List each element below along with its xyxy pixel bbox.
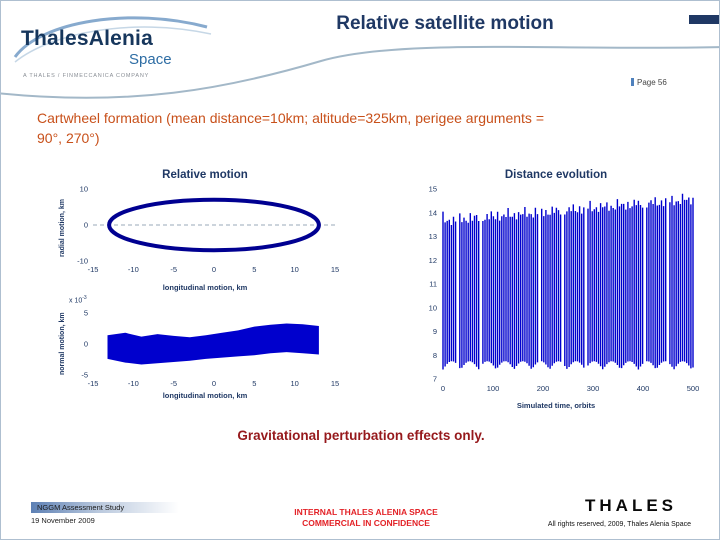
svg-text:-5: -5 bbox=[170, 265, 177, 274]
svg-text:15: 15 bbox=[331, 265, 339, 274]
svg-text:5: 5 bbox=[252, 379, 256, 388]
body-text-line2: 90°, 270°) bbox=[37, 129, 100, 146]
svg-text:0: 0 bbox=[212, 265, 216, 274]
logo-tagline: A Thales / Finmeccanica Company bbox=[23, 73, 150, 79]
svg-text:10: 10 bbox=[429, 303, 437, 312]
svg-text:15: 15 bbox=[331, 379, 339, 388]
svg-text:5: 5 bbox=[84, 309, 88, 318]
svg-text:7: 7 bbox=[433, 375, 437, 384]
thales-footer-logo: THALES bbox=[585, 496, 677, 515]
svg-text:500: 500 bbox=[687, 384, 700, 393]
slide-title: Relative satellite motion bbox=[336, 13, 554, 34]
logo-swirl-icon bbox=[13, 16, 212, 63]
svg-text:9: 9 bbox=[433, 327, 437, 336]
slide-caption: Gravitational perturbation effects only. bbox=[237, 428, 485, 443]
svg-text:12: 12 bbox=[429, 256, 437, 265]
svg-text:-15: -15 bbox=[88, 265, 99, 274]
relative-motion-chart-group: Relative motion radial motion, km -15 -10… bbox=[31, 169, 351, 411]
svg-text:-15: -15 bbox=[88, 379, 99, 388]
svg-text:10: 10 bbox=[290, 265, 298, 274]
svg-text:0: 0 bbox=[84, 221, 88, 230]
svg-text:100: 100 bbox=[487, 384, 500, 393]
svg-text:200: 200 bbox=[537, 384, 550, 393]
page-tick-mark bbox=[631, 78, 634, 86]
svg-text:5: 5 bbox=[252, 265, 256, 274]
scale-exponent-note: x 10-3 bbox=[69, 295, 87, 304]
svg-text:8: 8 bbox=[433, 351, 437, 360]
page-number-text: Page 56 bbox=[637, 78, 667, 87]
distance-evolution-chart-group: Distance evolution 0 100 200 300 400 500 15 14 1… bbox=[406, 169, 706, 419]
page-number: Page 56 bbox=[631, 78, 667, 87]
longitudinal-axis-label-top: longitudinal motion, km bbox=[162, 283, 248, 292]
study-name-banner: NGGM Assessment Study bbox=[31, 502, 179, 513]
corner-accent-bar bbox=[689, 15, 719, 24]
distance-evolution-plot: 0 100 200 300 400 500 15 14 13 12 11 10 9 8 7 bbox=[429, 185, 700, 394]
svg-text:14: 14 bbox=[429, 208, 437, 217]
body-text-line1: Cartwheel formation (mean distance=10km;… bbox=[37, 110, 544, 126]
svg-text:13: 13 bbox=[429, 232, 437, 241]
distance-evolution-title: Distance evolution bbox=[504, 169, 608, 181]
simulated-time-axis-label: Simulated time, orbits bbox=[516, 401, 596, 410]
svg-text:0: 0 bbox=[212, 379, 216, 388]
radial-motion-axis-label: radial motion, km bbox=[59, 199, 66, 257]
svg-text:400: 400 bbox=[637, 384, 650, 393]
svg-text:11: 11 bbox=[429, 280, 437, 289]
confidentiality-line2: COMMERCIAL IN CONFIDENCE bbox=[302, 518, 430, 529]
logo-brand-text: ThalesAlenia bbox=[21, 27, 153, 50]
footer-date: 19 November 2009 bbox=[31, 516, 95, 525]
normal-motion-axis-label: normal motion, km bbox=[59, 312, 66, 375]
scale-prefix: x 10 bbox=[69, 297, 83, 305]
confidentiality-line1: INTERNAL THALES ALENIA SPACE bbox=[294, 507, 438, 517]
svg-text:-10: -10 bbox=[77, 257, 88, 266]
svg-text:10: 10 bbox=[290, 379, 298, 388]
scale-exponent: -3 bbox=[82, 295, 87, 301]
rights-notice: All rights reserved, 2009, Thales Alenia… bbox=[547, 521, 691, 528]
svg-text:-5: -5 bbox=[170, 379, 177, 388]
svg-text:0: 0 bbox=[84, 340, 88, 349]
relative-motion-title: Relative motion bbox=[162, 169, 248, 181]
longitudinal-axis-label-bottom: longitudinal motion, km bbox=[162, 391, 248, 400]
svg-text:15: 15 bbox=[429, 185, 437, 194]
svg-text:0: 0 bbox=[441, 384, 445, 393]
confidentiality-notice: INTERNAL THALES ALENIA SPACE COMMERCIAL … bbox=[241, 507, 491, 529]
normal-vs-longitudinal-plot: -15 -10 -5 0 5 10 15 5 0 -5 bbox=[81, 309, 339, 389]
svg-text:300: 300 bbox=[587, 384, 600, 393]
svg-text:-10: -10 bbox=[128, 379, 139, 388]
slide-body-text: Cartwheel formation (mean distance=10km;… bbox=[37, 109, 707, 148]
svg-text:-5: -5 bbox=[81, 371, 88, 380]
svg-text:-10: -10 bbox=[128, 265, 139, 274]
thales-alenia-space-logo: ThalesAlenia Space A Thales / Finmeccani… bbox=[11, 7, 221, 85]
svg-text:10: 10 bbox=[80, 185, 88, 194]
logo-space-text: Space bbox=[129, 51, 172, 68]
